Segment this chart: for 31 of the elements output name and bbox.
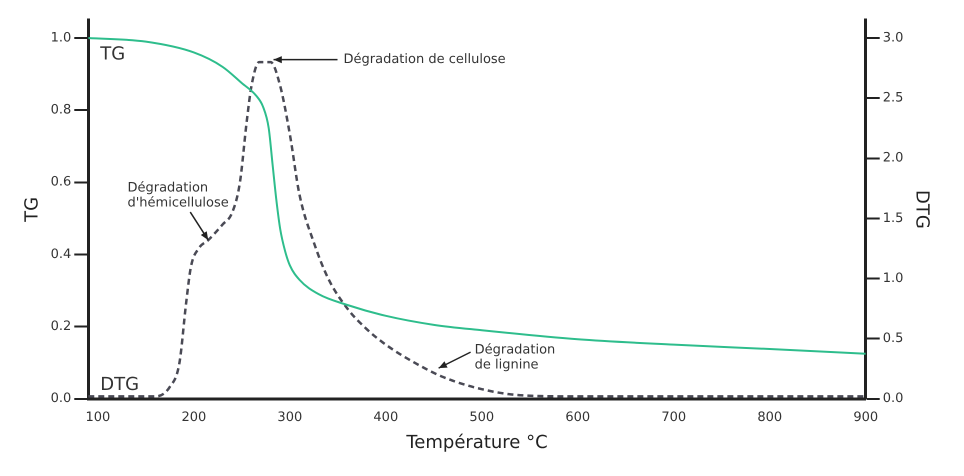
- annotation: Dégradation de cellulose: [344, 52, 506, 68]
- line-series: [88, 37, 866, 355]
- x-tick-label: 600: [565, 410, 590, 425]
- y-tick-label: 0.0: [50, 391, 72, 406]
- x-tick-label: 700: [661, 410, 686, 425]
- x-tick-label: 500: [469, 410, 494, 425]
- annotation: Dégradation d'hémicellulose: [127, 180, 229, 210]
- y2-tick-label: 2.0: [882, 150, 904, 166]
- y2-tick-label: 1.0: [882, 270, 904, 286]
- x-axis-title: Température °C: [405, 432, 548, 453]
- y-tick-label: 0.8: [50, 102, 72, 118]
- y2-tick-label: 0.0: [882, 391, 904, 406]
- y-axis-title: TG: [21, 196, 42, 223]
- series-label: DTG: [100, 374, 140, 396]
- x-tick-label: 100: [85, 410, 110, 425]
- y-tick-label: 0.2: [50, 319, 72, 334]
- x-tick-label: 300: [277, 410, 302, 425]
- y2-axis-title: DTG: [912, 190, 933, 229]
- y2-tick-label: 3.0: [882, 30, 904, 46]
- y2-tick-label: 1.5: [882, 210, 904, 226]
- annotation: Dégradation de lignine: [474, 342, 556, 373]
- y2-tick-label: 2.5: [882, 90, 904, 106]
- x-tick-label: 200: [181, 410, 206, 425]
- y-tick-label: 1.0: [50, 30, 72, 46]
- x-tick-label: 900: [853, 410, 878, 425]
- x-tick-label: 400: [373, 410, 398, 425]
- x-tick-label: 800: [757, 410, 782, 425]
- y2-tick-label: 0.5: [882, 331, 904, 346]
- y-tick-label: 0.6: [50, 174, 72, 190]
- series-label: TG: [99, 44, 126, 65]
- y-tick-label: 0.4: [50, 246, 72, 262]
